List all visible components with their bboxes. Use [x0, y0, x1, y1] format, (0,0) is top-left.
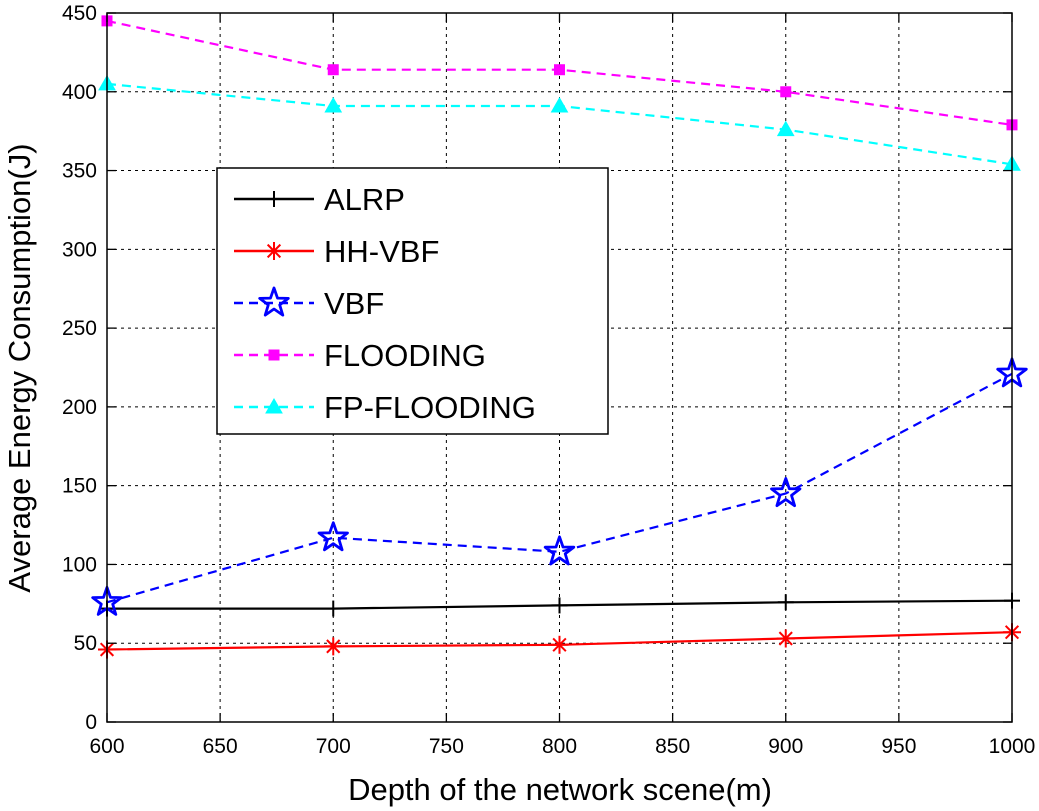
legend-marker-hh-vbf [265, 242, 283, 260]
data-point-vbf [770, 477, 802, 508]
x-tick-label: 1000 [989, 735, 1036, 758]
series-line-vbf [106, 372, 1013, 604]
x-tick-label: 800 [542, 735, 577, 758]
y-tick-label: 300 [62, 238, 97, 261]
y-tick-label: 400 [62, 81, 97, 104]
legend: ALRP HH-VBF VBF FLOODING FP-FLOODING [216, 167, 609, 435]
series-alrp [99, 592, 1020, 617]
data-point-flooding [554, 64, 565, 76]
data-point-vbf [317, 521, 349, 552]
y-axis-label: Average Energy Consumption(J) [2, 143, 37, 592]
data-point-flooding [780, 86, 792, 98]
x-tick-label: 850 [655, 735, 690, 758]
data-point-fp-flooding [324, 96, 343, 113]
legend-label-hh-vbf: HH-VBF [324, 234, 439, 269]
series-vbf [91, 357, 1028, 616]
legend-box [216, 167, 609, 435]
data-point-alrp [325, 600, 342, 617]
x-axis-label: Depth of the network scene(m) [348, 772, 772, 807]
y-tick-label: 0 [85, 711, 97, 734]
legend-entry-alrp: ALRP [234, 182, 405, 217]
legend-label-alrp: ALRP [324, 182, 405, 217]
data-point-flooding [327, 64, 339, 76]
legend-entry-hh-vbf: HH-VBF [234, 234, 439, 269]
x-tick-label: 650 [203, 735, 238, 758]
data-point-hh-vbf [776, 629, 795, 648]
y-tick-label: 50 [74, 632, 97, 655]
legend-entry-flooding: FLOODING [234, 338, 486, 373]
y-tick-label: 200 [62, 396, 97, 419]
x-tick-label: 700 [316, 735, 351, 758]
legend-marker-vbf [258, 286, 290, 317]
y-tick-label: 350 [62, 160, 97, 183]
x-tick-label: 600 [89, 735, 124, 758]
data-point-hh-vbf [324, 637, 343, 656]
data-point-alrp [777, 594, 794, 611]
y-tick-label: 250 [62, 317, 97, 340]
legend-entry-fp-flooding: FP-FLOODING [234, 390, 536, 425]
legend-marker-fp-flooding [265, 397, 283, 414]
x-tick-label: 750 [429, 735, 464, 758]
legend-marker-flooding [268, 349, 280, 361]
data-point-hh-vbf [550, 635, 569, 654]
legend-label-fp-flooding: FP-FLOODING [324, 390, 536, 425]
data-point-vbf [543, 535, 576, 566]
x-tick-label: 950 [881, 735, 916, 758]
x-tick-labels: 600 650 700 750 800 850 900 950 1000 [89, 735, 1035, 758]
y-tick-labels: 0 50 100 150 200 250 300 350 400 450 [62, 2, 97, 734]
y-tick-label: 100 [62, 553, 97, 576]
axis-ticks [106, 12, 1013, 723]
y-tick-label: 450 [62, 2, 97, 25]
legend-label-flooding: FLOODING [324, 338, 486, 373]
y-tick-label: 150 [62, 475, 97, 498]
data-point-alrp [551, 597, 568, 614]
series-hh-vbf [98, 623, 1021, 659]
legend-label-vbf: VBF [324, 286, 384, 321]
legend-entry-vbf: VBF [234, 286, 384, 321]
legend-marker-alrp [266, 191, 282, 207]
data-point-fp-flooding [776, 120, 795, 137]
x-tick-label: 900 [768, 735, 803, 758]
data-point-fp-flooding [550, 96, 569, 113]
